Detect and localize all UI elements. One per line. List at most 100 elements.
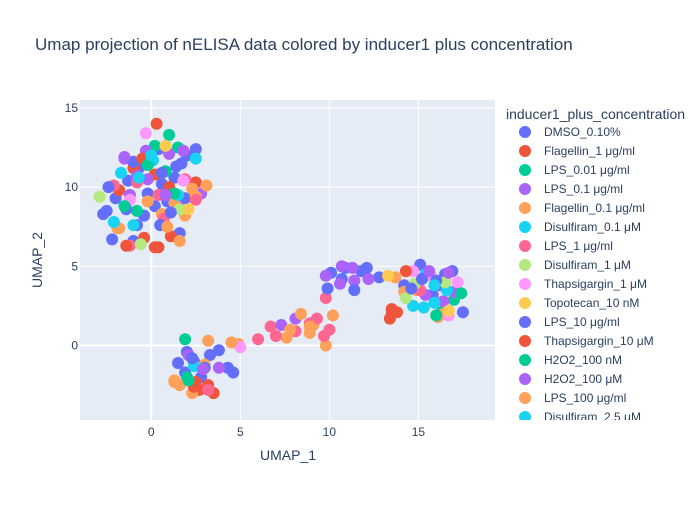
legend-marker <box>519 183 531 195</box>
legend-marker <box>519 202 531 214</box>
legend-marker <box>519 335 531 347</box>
legend-item-label[interactable]: Thapsigargin_10 μM <box>544 334 654 348</box>
scatter-point <box>326 309 339 322</box>
scatter-point <box>439 276 452 289</box>
legend-item-label[interactable]: LPS_100 μg/ml <box>544 391 626 405</box>
scatter-point <box>202 334 215 347</box>
scatter-point <box>173 235 186 247</box>
scatter-point <box>416 273 428 285</box>
legend-item-label[interactable]: Topotecan_10 nM <box>544 296 639 310</box>
y-axis-label: UMAP_2 <box>29 232 45 288</box>
scatter-point <box>177 174 190 187</box>
legend-item-label[interactable]: LPS_0.01 μg/ml <box>544 163 630 177</box>
scatter-points <box>93 117 469 400</box>
scatter-point <box>107 216 120 228</box>
scatter-point <box>118 200 131 213</box>
x-axis-label: UMAP_1 <box>260 447 316 463</box>
scatter-point <box>319 339 332 352</box>
scatter-point <box>159 189 172 201</box>
chart-title: Umap projection of nELISA data colored b… <box>35 35 573 54</box>
scatter-point <box>202 383 215 396</box>
legend-item-label[interactable]: LPS_0.1 μg/ml <box>544 182 623 196</box>
legend-marker <box>519 411 531 420</box>
scatter-point <box>212 361 225 374</box>
scatter-point <box>189 193 202 206</box>
scatter-point <box>141 195 154 208</box>
legend[interactable]: DMSO_0.10% Flagellin_1 μg/ml LPS_0.01 μg/m… <box>519 125 654 424</box>
legend-item-label[interactable]: H2O2_100 nM <box>544 353 622 367</box>
scatter-point <box>141 159 154 171</box>
x-tick-label: 5 <box>237 425 244 439</box>
scatter-point <box>334 277 346 290</box>
scatter-point <box>382 269 395 282</box>
scatter-point <box>442 266 455 279</box>
scatter-point <box>362 273 375 285</box>
scatter-point <box>115 166 127 179</box>
legend-marker <box>519 259 531 271</box>
scatter-point <box>172 357 184 369</box>
scatter-point <box>319 292 332 304</box>
scatter-point <box>163 128 176 141</box>
scatter-point <box>93 190 106 203</box>
y-tick-label: 15 <box>65 101 79 115</box>
scatter-point <box>127 219 140 232</box>
scatter-point <box>97 208 110 221</box>
scatter-point <box>164 230 177 243</box>
legend-item-label[interactable]: LPS_10 μg/ml <box>544 315 620 329</box>
scatter-point <box>106 233 119 246</box>
legend-item-label[interactable]: Disulfiram_0.1 μM <box>544 220 641 234</box>
scatter-point <box>168 187 181 200</box>
legend-item-label[interactable]: Disulfiram_2.5 μM <box>544 410 641 424</box>
scatter-point <box>189 143 202 156</box>
scatter-point <box>428 296 441 309</box>
legend-item-label[interactable]: Flagellin_0.1 μg/ml <box>544 201 645 215</box>
legend-marker <box>519 373 531 385</box>
scatter-point <box>399 292 412 304</box>
scatter-point <box>319 269 332 282</box>
legend-item-label[interactable]: LPS_1 μg/ml <box>544 239 613 253</box>
legend-marker <box>519 164 531 176</box>
scatter-point <box>346 261 359 274</box>
scatter-point <box>132 171 145 184</box>
y-tick-label: 10 <box>65 180 79 194</box>
legend-marker <box>519 316 531 328</box>
scatter-point <box>141 173 154 186</box>
scatter-point <box>139 127 152 140</box>
legend-marker <box>519 354 531 366</box>
scatter-point <box>134 238 147 251</box>
scatter-point <box>335 260 348 273</box>
scatter-point <box>269 330 282 342</box>
scatter-point <box>102 181 115 194</box>
scatter-point <box>204 349 216 361</box>
scatter-point <box>428 279 441 292</box>
scatter-point <box>399 265 412 278</box>
legend-item-label[interactable]: H2O2_100 μM <box>544 372 622 386</box>
legend-marker <box>519 392 531 404</box>
scatter-point <box>212 344 225 357</box>
scatter-point <box>182 374 195 387</box>
legend-item-label[interactable]: DMSO_0.10% <box>544 125 621 139</box>
legend-marker <box>519 278 531 290</box>
legend-item-label[interactable]: Disulfiram_1 μM <box>544 258 631 272</box>
legend-item-label[interactable]: Flagellin_1 μg/ml <box>544 144 635 158</box>
y-tick-label: 5 <box>71 259 78 273</box>
scatter-point <box>122 174 135 187</box>
scatter-point <box>451 276 464 289</box>
legend-marker <box>519 145 531 157</box>
scatter-point <box>284 323 297 336</box>
y-tick-label: 0 <box>71 339 78 353</box>
scatter-point <box>407 299 420 312</box>
scatter-point <box>275 319 288 331</box>
scatter-point <box>118 151 131 163</box>
scatter-point <box>175 157 188 170</box>
scatter-point <box>120 239 133 252</box>
legend-marker <box>519 240 531 252</box>
scatter-point <box>455 287 468 300</box>
scatter-point <box>186 352 199 365</box>
scatter-point <box>145 149 158 162</box>
scatter-point <box>225 336 238 349</box>
legend-item-label[interactable]: Thapsigargin_1 μM <box>544 277 647 291</box>
scatter-point <box>321 282 334 295</box>
